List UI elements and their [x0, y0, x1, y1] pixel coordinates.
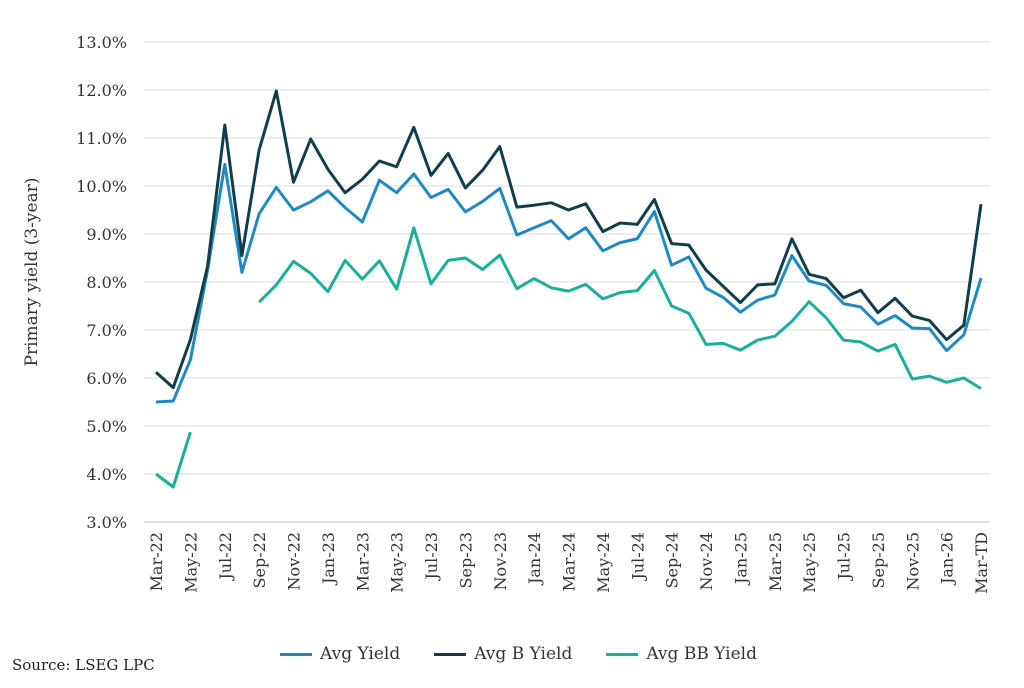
- y-tick-label: 3.0%: [86, 513, 127, 532]
- series-lines: [154, 89, 983, 489]
- x-tick-label: Jul-25: [835, 532, 854, 582]
- y-tick-labels: 3.0% 4.0% 5.0% 6.0% 7.0% 8.0% 9.0% 10.0% 11.0% 12…: [76, 33, 127, 532]
- y-tick-label: 13.0%: [76, 33, 127, 52]
- source-note: Source: LSEG LPC: [12, 656, 155, 674]
- x-tick-label: Sep-22: [250, 532, 269, 588]
- legend-item-avg-b-yield: Avg B Yield: [434, 644, 572, 664]
- x-tick-label: Mar-25: [766, 532, 785, 591]
- legend-label-avg-yield: Avg Yield: [320, 644, 401, 664]
- legend-item-avg-yield: Avg Yield: [280, 644, 400, 664]
- legend-item-avg-bb-yield: Avg BB Yield: [606, 644, 757, 664]
- x-tick-label: Nov-24: [697, 532, 716, 590]
- y-tick-label: 12.0%: [76, 81, 127, 100]
- x-tick-label: May-22: [181, 532, 200, 593]
- x-tick-label: Mar-TD: [972, 532, 991, 594]
- legend-swatch-avg-bb-yield: [606, 652, 639, 656]
- x-tick-label: Sep-24: [663, 532, 682, 588]
- y-tick-label: 11.0%: [76, 129, 127, 148]
- x-tick-label: Jan-26: [938, 532, 957, 586]
- x-tick-label: Sep-25: [869, 532, 888, 588]
- x-tick-label: Jan-25: [731, 532, 750, 586]
- x-tick-label: Jan-23: [319, 532, 338, 586]
- x-tick-label: Mar-24: [560, 532, 579, 591]
- x-tick-label: Sep-23: [456, 532, 475, 588]
- x-tick-label: Jan-24: [525, 532, 544, 586]
- series-line-avg-bb-yield: [155, 226, 982, 489]
- series-line-avg-yield: [155, 162, 983, 404]
- y-axis-label: Primary yield (3-year): [22, 178, 42, 367]
- y-tick-label: 6.0%: [86, 369, 127, 388]
- legend-label-avg-b-yield: Avg B Yield: [474, 644, 573, 664]
- x-tick-label: May-23: [388, 532, 407, 593]
- x-tick-label: Mar-23: [353, 532, 372, 591]
- x-tick-label: May-25: [800, 532, 819, 593]
- legend-swatch-avg-yield: [280, 652, 312, 656]
- legend-swatch-avg-b-yield: [434, 652, 467, 656]
- y-tick-label: 4.0%: [86, 465, 127, 484]
- legend-label-avg-bb-yield: Avg BB Yield: [646, 644, 757, 664]
- x-tick-label: Jul-24: [628, 532, 647, 582]
- x-tick-label: May-24: [594, 532, 613, 593]
- x-tick-label: Jul-22: [216, 532, 235, 582]
- legend: Avg Yield Avg B Yield Avg BB Yield: [280, 644, 757, 664]
- x-tick-labels: Mar-22 May-22 Jul-22 Sep-22 Nov-22 Jan-23 Mar-…: [147, 532, 991, 594]
- y-tick-label: 7.0%: [86, 321, 127, 340]
- y-tick-label: 5.0%: [86, 417, 127, 436]
- y-tick-label: 10.0%: [76, 177, 127, 196]
- grid-lines: [144, 41, 990, 523]
- x-tick-label: Jul-23: [422, 532, 441, 582]
- y-tick-label: 9.0%: [86, 225, 127, 244]
- series-line-avg-b-yield: [154, 89, 983, 390]
- y-tick-label: 8.0%: [86, 273, 127, 292]
- x-tick-label: Nov-25: [903, 532, 922, 590]
- line-chart: 3.0% 4.0% 5.0% 6.0% 7.0% 8.0% 9.0% 10.0% 11.0% 12…: [22, 33, 991, 594]
- x-tick-label: Nov-22: [285, 532, 304, 590]
- x-tick-label: Mar-22: [147, 532, 166, 591]
- x-tick-label: Nov-23: [491, 532, 510, 590]
